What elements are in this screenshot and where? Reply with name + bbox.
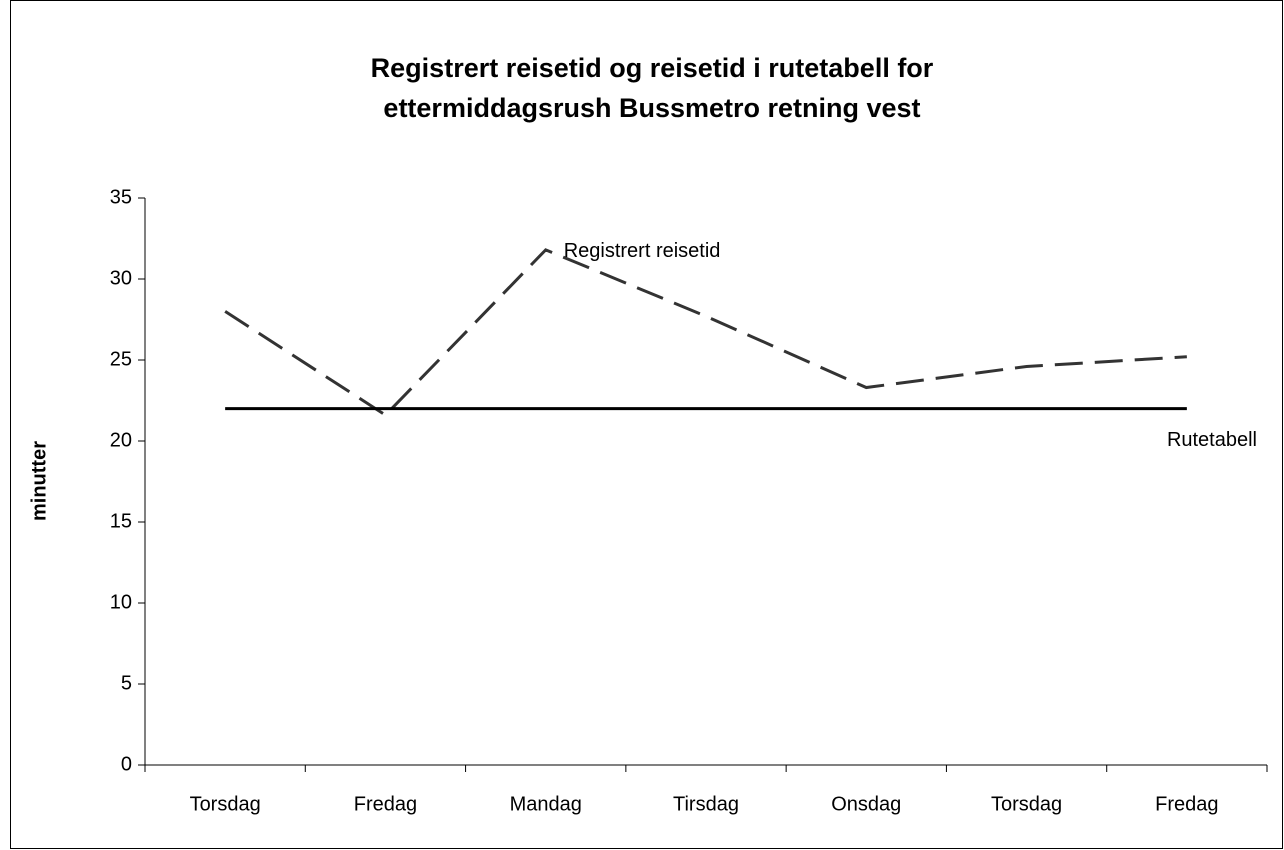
x-tick-label: Fredag	[1155, 793, 1218, 815]
x-tick-label: Fredag	[354, 793, 417, 815]
x-tick-label: Mandag	[510, 793, 582, 815]
x-tick-label: Tirsdag	[673, 793, 739, 815]
y-tick-label: 15	[110, 510, 132, 532]
chart-frame	[10, 0, 1283, 849]
y-tick-label: 0	[121, 753, 132, 775]
y-tick-label: 30	[110, 267, 132, 289]
y-tick-label: 25	[110, 348, 132, 370]
x-tick-label: Onsdag	[831, 793, 901, 815]
y-tick-label: 10	[110, 591, 132, 613]
y-tick-label: 20	[110, 429, 132, 451]
y-tick-label: 35	[110, 186, 132, 208]
series-label: Rutetabell	[1167, 429, 1257, 451]
chart-title: Registrert reisetid og reisetid i ruteta…	[371, 53, 934, 83]
x-tick-label: Torsdag	[991, 793, 1062, 815]
series-line	[224, 248, 1187, 418]
x-tick-label: Torsdag	[190, 793, 261, 815]
series-label: Registrert reisetid	[564, 240, 721, 262]
y-tick-label: 5	[121, 672, 132, 694]
y-axis-title: minutter	[28, 441, 50, 521]
chart-title: ettermiddagsrush Bussmetro retning vest	[383, 93, 920, 123]
